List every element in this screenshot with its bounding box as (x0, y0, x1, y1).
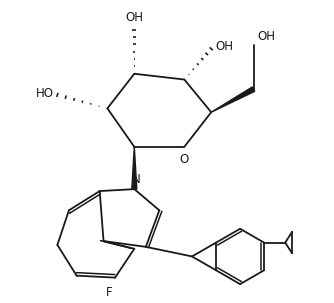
Text: OH: OH (215, 40, 233, 53)
Text: OH: OH (258, 30, 275, 43)
Polygon shape (211, 87, 255, 112)
Text: F: F (106, 286, 113, 299)
Text: OH: OH (125, 11, 143, 24)
Polygon shape (132, 147, 137, 189)
Text: N: N (132, 173, 141, 186)
Text: O: O (180, 153, 189, 166)
Text: HO: HO (35, 87, 53, 100)
